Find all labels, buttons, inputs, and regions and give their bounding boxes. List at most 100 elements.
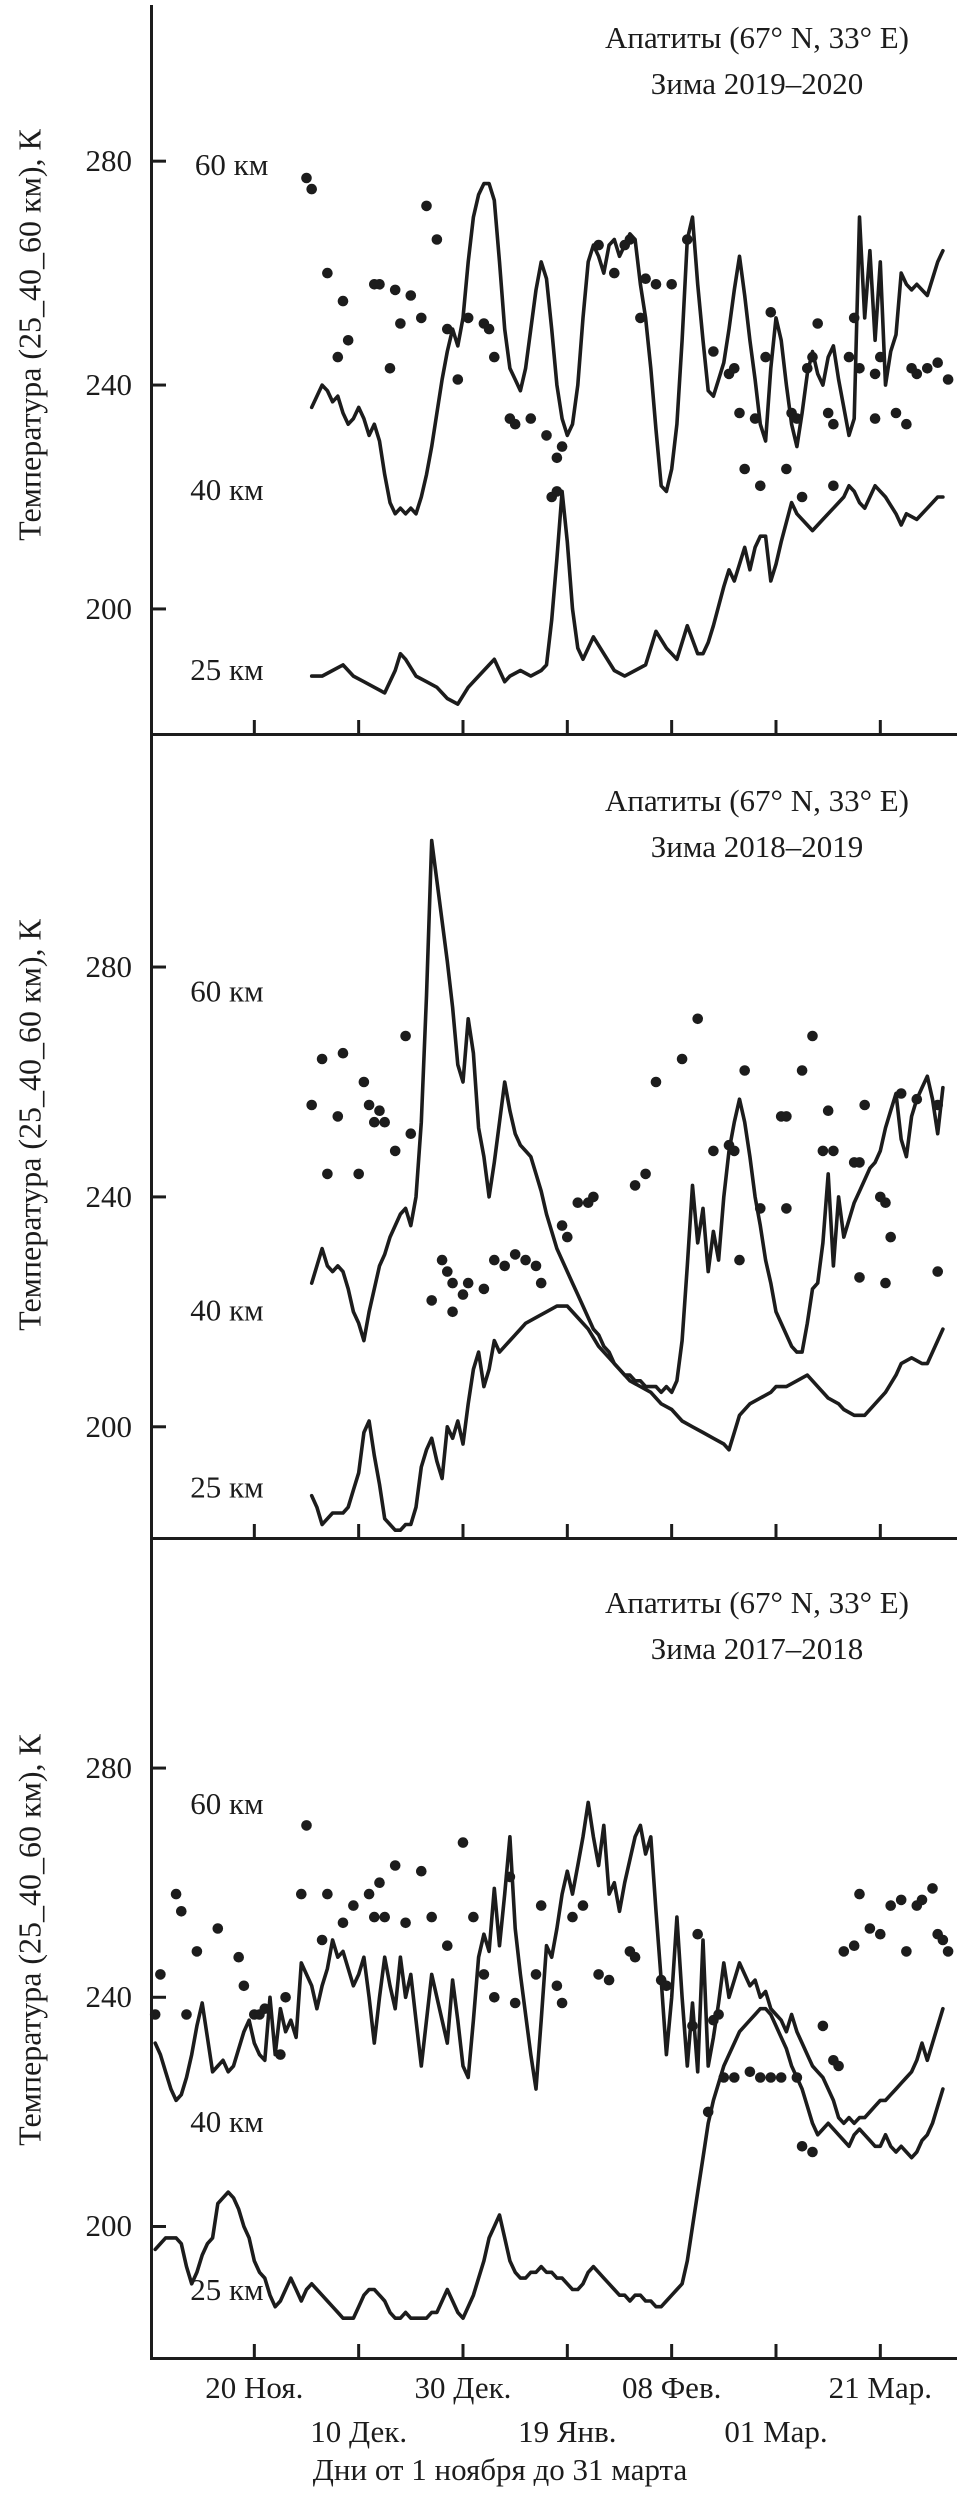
panel-title-block-1: Апатиты (67° N, 33° E) Зима 2019–2020: [605, 15, 909, 107]
panel-title-2: Апатиты (67° N, 33° E): [605, 783, 909, 818]
series-dot: [729, 1145, 740, 1157]
series-line: [153, 2006, 945, 2321]
series-dot: [593, 1969, 604, 1980]
series-dot: [431, 234, 443, 245]
series-dot: [447, 1306, 458, 1318]
series-dot: [181, 2009, 192, 2020]
series-dot: [353, 1168, 364, 1180]
altitude-label: 60 км: [190, 974, 263, 1009]
series-dot: [280, 1992, 291, 2003]
series-dot: [322, 1888, 333, 1900]
series-dot: [395, 318, 406, 329]
series-dot: [629, 1951, 641, 1963]
series-dot: [739, 463, 750, 475]
series-dot: [708, 346, 719, 357]
series-dot: [191, 1946, 203, 1957]
series-dot: [525, 413, 537, 424]
series-dot: [379, 1116, 390, 1128]
series-dot: [864, 1923, 876, 1934]
panel-winter-2017-2018: 60 км 40 км 25 км Апатиты (67° N, 33° E) З…: [86, 1540, 957, 2360]
series-dot: [348, 1900, 359, 1911]
altitude-label: 40 км: [190, 472, 263, 507]
series-dot: [499, 1260, 511, 1272]
y-tick-label: 240: [85, 367, 133, 403]
y-axis-title-panel-2: Температура (25_40_60 км), К: [11, 919, 48, 1331]
series-dot: [457, 1837, 469, 1848]
series-dot: [342, 335, 354, 346]
series-dot: [828, 1145, 839, 1157]
series-dot: [426, 1911, 438, 1923]
series-dot: [457, 1289, 469, 1300]
series-dot: [734, 407, 745, 419]
series-dot: [400, 1030, 411, 1042]
series-dot: [812, 318, 823, 329]
panel-plot-2: 60 км 40 км 25 км: [150, 736, 957, 1540]
y-tick-label: 280: [85, 949, 133, 985]
series-dot: [530, 1260, 542, 1272]
series-dot: [551, 1980, 563, 1992]
series-dot: [875, 1928, 886, 1940]
series-dot: [337, 295, 349, 307]
y-tick-label: 240: [85, 1178, 133, 1214]
series-dot: [765, 307, 777, 318]
altitude-label: 40 км: [190, 1293, 263, 1328]
series-dot: [562, 1231, 573, 1243]
panel-title-1: Апатиты (67° N, 33° E): [605, 20, 909, 55]
series-dot: [734, 1254, 745, 1266]
series-dot: [332, 351, 344, 363]
series-dot: [603, 1974, 615, 1986]
panel-winter-2019-2020: 60 км 40 км 25 км Апатиты (67° N, 33° E) З…: [86, 5, 957, 736]
panel-subtitle-1: Зима 2019–2020: [650, 66, 864, 101]
series-dot: [301, 1820, 312, 1831]
series-dot: [781, 1111, 792, 1122]
series-dot: [316, 1934, 328, 1946]
series-dot: [416, 1865, 427, 1877]
series-dot: [556, 1220, 568, 1231]
y-tick-label: 200: [85, 590, 133, 626]
series-dot: [833, 2060, 844, 2072]
altitude-label: 60 км: [195, 147, 268, 182]
series-dot: [781, 1203, 792, 1214]
series-dot: [389, 284, 401, 296]
x-tick-label: 19 Янв.: [518, 2414, 617, 2449]
y-tick-label: 240: [85, 1979, 133, 2015]
altitude-label: 40 км: [190, 2104, 263, 2139]
series-dot: [509, 1997, 521, 2009]
series-dot: [692, 1928, 703, 1940]
x-tick-label: 20 Ноя.: [205, 2370, 304, 2405]
series-dot: [937, 1934, 949, 1946]
series-dot: [389, 1860, 401, 1871]
series-dot: [306, 183, 317, 195]
series-dot: [447, 1277, 458, 1289]
series-dot: [155, 1969, 166, 1980]
series-dot: [332, 1111, 344, 1122]
series-dot: [489, 1992, 500, 2003]
series-dot: [942, 1946, 954, 1957]
x-tick-label: 30 Дек.: [414, 2370, 512, 2405]
series-dot: [509, 418, 521, 430]
series-dot: [337, 1917, 349, 1929]
series-dot: [478, 1283, 490, 1295]
series-dot: [567, 1911, 578, 1923]
series-dot: [520, 1254, 531, 1266]
series-dot: [436, 1254, 448, 1266]
series-dot: [233, 1951, 244, 1963]
series-dot: [609, 267, 620, 279]
series-dot: [650, 1076, 662, 1088]
series-dot: [369, 1911, 380, 1923]
series-dot: [666, 279, 677, 290]
series-dot: [306, 1099, 317, 1111]
series-dot: [541, 430, 552, 441]
series-dot: [149, 2009, 161, 2020]
series-dot: [729, 2072, 740, 2083]
panel-winter-2018-2019: 60 км 40 км 25 км Апатиты (67° N, 33° E) З…: [86, 736, 957, 1540]
series-dot: [895, 1088, 907, 1099]
series-dot: [916, 1894, 928, 1906]
series-dot: [358, 1076, 370, 1088]
series-dot: [880, 1277, 891, 1289]
series-dot: [848, 1940, 860, 1951]
series-dot: [629, 1180, 641, 1191]
series-dot: [535, 1900, 547, 1911]
panel-title-block-2: Апатиты (67° N, 33° E) Зима 2018–2019: [605, 778, 909, 870]
